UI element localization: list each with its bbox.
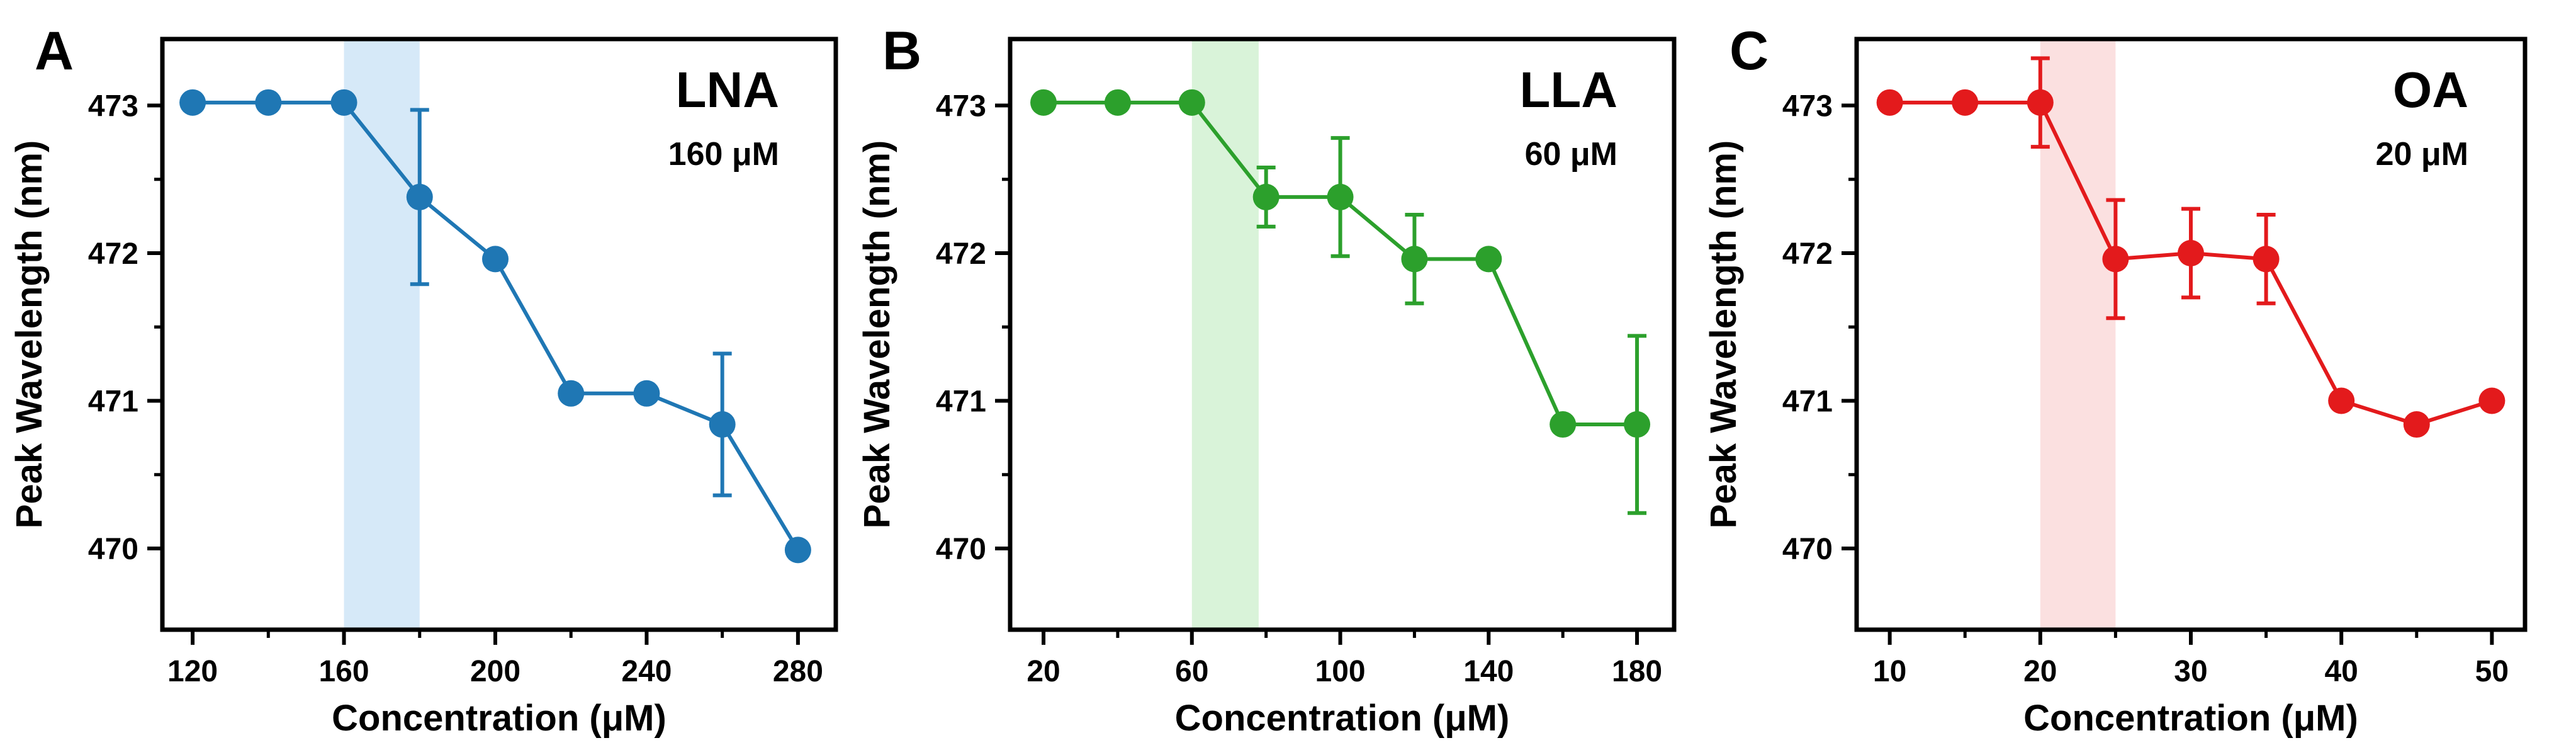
panel-letter: B xyxy=(882,21,921,81)
shaded-region xyxy=(2040,39,2116,630)
y-tick-label: 472 xyxy=(1782,237,1833,271)
x-tick-label: 140 xyxy=(1463,655,1514,688)
data-point xyxy=(2328,387,2355,414)
data-point xyxy=(2102,246,2129,273)
data-point xyxy=(179,89,206,116)
x-tick-label: 120 xyxy=(167,655,218,688)
y-tick-label: 470 xyxy=(1782,533,1833,566)
y-axis-label: Peak Wavelength (nm) xyxy=(9,140,50,529)
data-point xyxy=(1401,246,1428,273)
x-tick-label: 40 xyxy=(2324,655,2358,688)
data-point xyxy=(784,536,811,564)
x-tick-label: 10 xyxy=(1873,655,1906,688)
panel-letter: C xyxy=(1730,21,1769,81)
shaded-region xyxy=(344,39,420,630)
chart-panel-b: 20 60 100 140 180 470 471 472 473 Concentration (… xyxy=(857,21,1677,739)
shaded-region xyxy=(1191,39,1259,630)
data-point xyxy=(1030,89,1057,116)
data-point xyxy=(481,246,509,273)
panel-letter: A xyxy=(35,21,74,81)
y-axis-label: Peak Wavelength (nm) xyxy=(1703,140,1744,529)
data-point xyxy=(1178,89,1205,116)
x-axis-label: Concentration (μM) xyxy=(1175,698,1510,739)
data-point xyxy=(330,89,357,116)
data-point xyxy=(1252,183,1280,210)
data-point xyxy=(2027,89,2054,116)
x-tick-label: 240 xyxy=(621,655,672,688)
plot-frame xyxy=(1854,37,2528,632)
data-point xyxy=(2253,246,2280,273)
y-tick-label: 470 xyxy=(936,533,986,566)
x-tick-label: 60 xyxy=(1175,655,1208,688)
y-tick-label: 473 xyxy=(936,90,986,123)
annotation-name: OA xyxy=(2393,62,2468,118)
y-tick-label: 471 xyxy=(88,385,138,419)
x-tick-label: 180 xyxy=(1612,655,1662,688)
data-point xyxy=(558,380,585,407)
x-tick-label: 30 xyxy=(2174,655,2207,688)
chart-panel-a: 120 160 200 240 280 470 471 472 473 Concentration… xyxy=(9,21,838,739)
data-point xyxy=(1104,89,1131,116)
annotation-concentration: 20 μM xyxy=(2376,136,2468,173)
x-tick-label: 20 xyxy=(1026,655,1060,688)
y-tick-label: 472 xyxy=(936,237,986,271)
data-point xyxy=(2403,411,2430,438)
x-axis-label: Concentration (μM) xyxy=(332,698,666,739)
y-tick-label: 472 xyxy=(88,237,138,271)
x-tick-label: 280 xyxy=(773,655,823,688)
x-tick-label: 100 xyxy=(1315,655,1366,688)
y-tick-label: 473 xyxy=(1782,90,1833,123)
y-tick-label: 470 xyxy=(88,533,138,566)
data-point xyxy=(1952,89,1979,116)
y-axis-label: Peak Wavelength (nm) xyxy=(857,140,897,529)
data-point xyxy=(1876,89,1903,116)
y-tick-label: 473 xyxy=(88,90,138,123)
data-point xyxy=(255,89,282,116)
x-axis-label: Concentration (μM) xyxy=(2023,698,2358,739)
data-point xyxy=(1327,183,1354,210)
y-tick-label: 471 xyxy=(1782,385,1833,419)
plot-frame xyxy=(160,37,838,632)
chart-panel-c: 10 20 30 40 50 470 471 472 473 Concentration (μM)… xyxy=(1703,21,2528,739)
annotation-concentration: 60 μM xyxy=(1525,136,1617,173)
x-tick-label: 200 xyxy=(470,655,520,688)
data-point xyxy=(1624,411,1651,438)
y-tick-label: 471 xyxy=(936,385,986,419)
data-point xyxy=(1550,411,1577,438)
data-point xyxy=(633,380,660,407)
data-point xyxy=(709,411,736,438)
x-tick-label: 160 xyxy=(318,655,369,688)
data-point xyxy=(2478,387,2506,414)
data-point xyxy=(406,183,433,210)
data-point xyxy=(1475,246,1502,273)
plot-frame xyxy=(1008,37,1677,632)
x-tick-label: 20 xyxy=(2023,655,2057,688)
x-tick-label: 50 xyxy=(2475,655,2509,688)
data-point xyxy=(2178,240,2204,267)
annotation-name: LLA xyxy=(1519,62,1617,118)
annotation-concentration: 160 μM xyxy=(668,136,779,173)
annotation-name: LNA xyxy=(676,62,779,118)
